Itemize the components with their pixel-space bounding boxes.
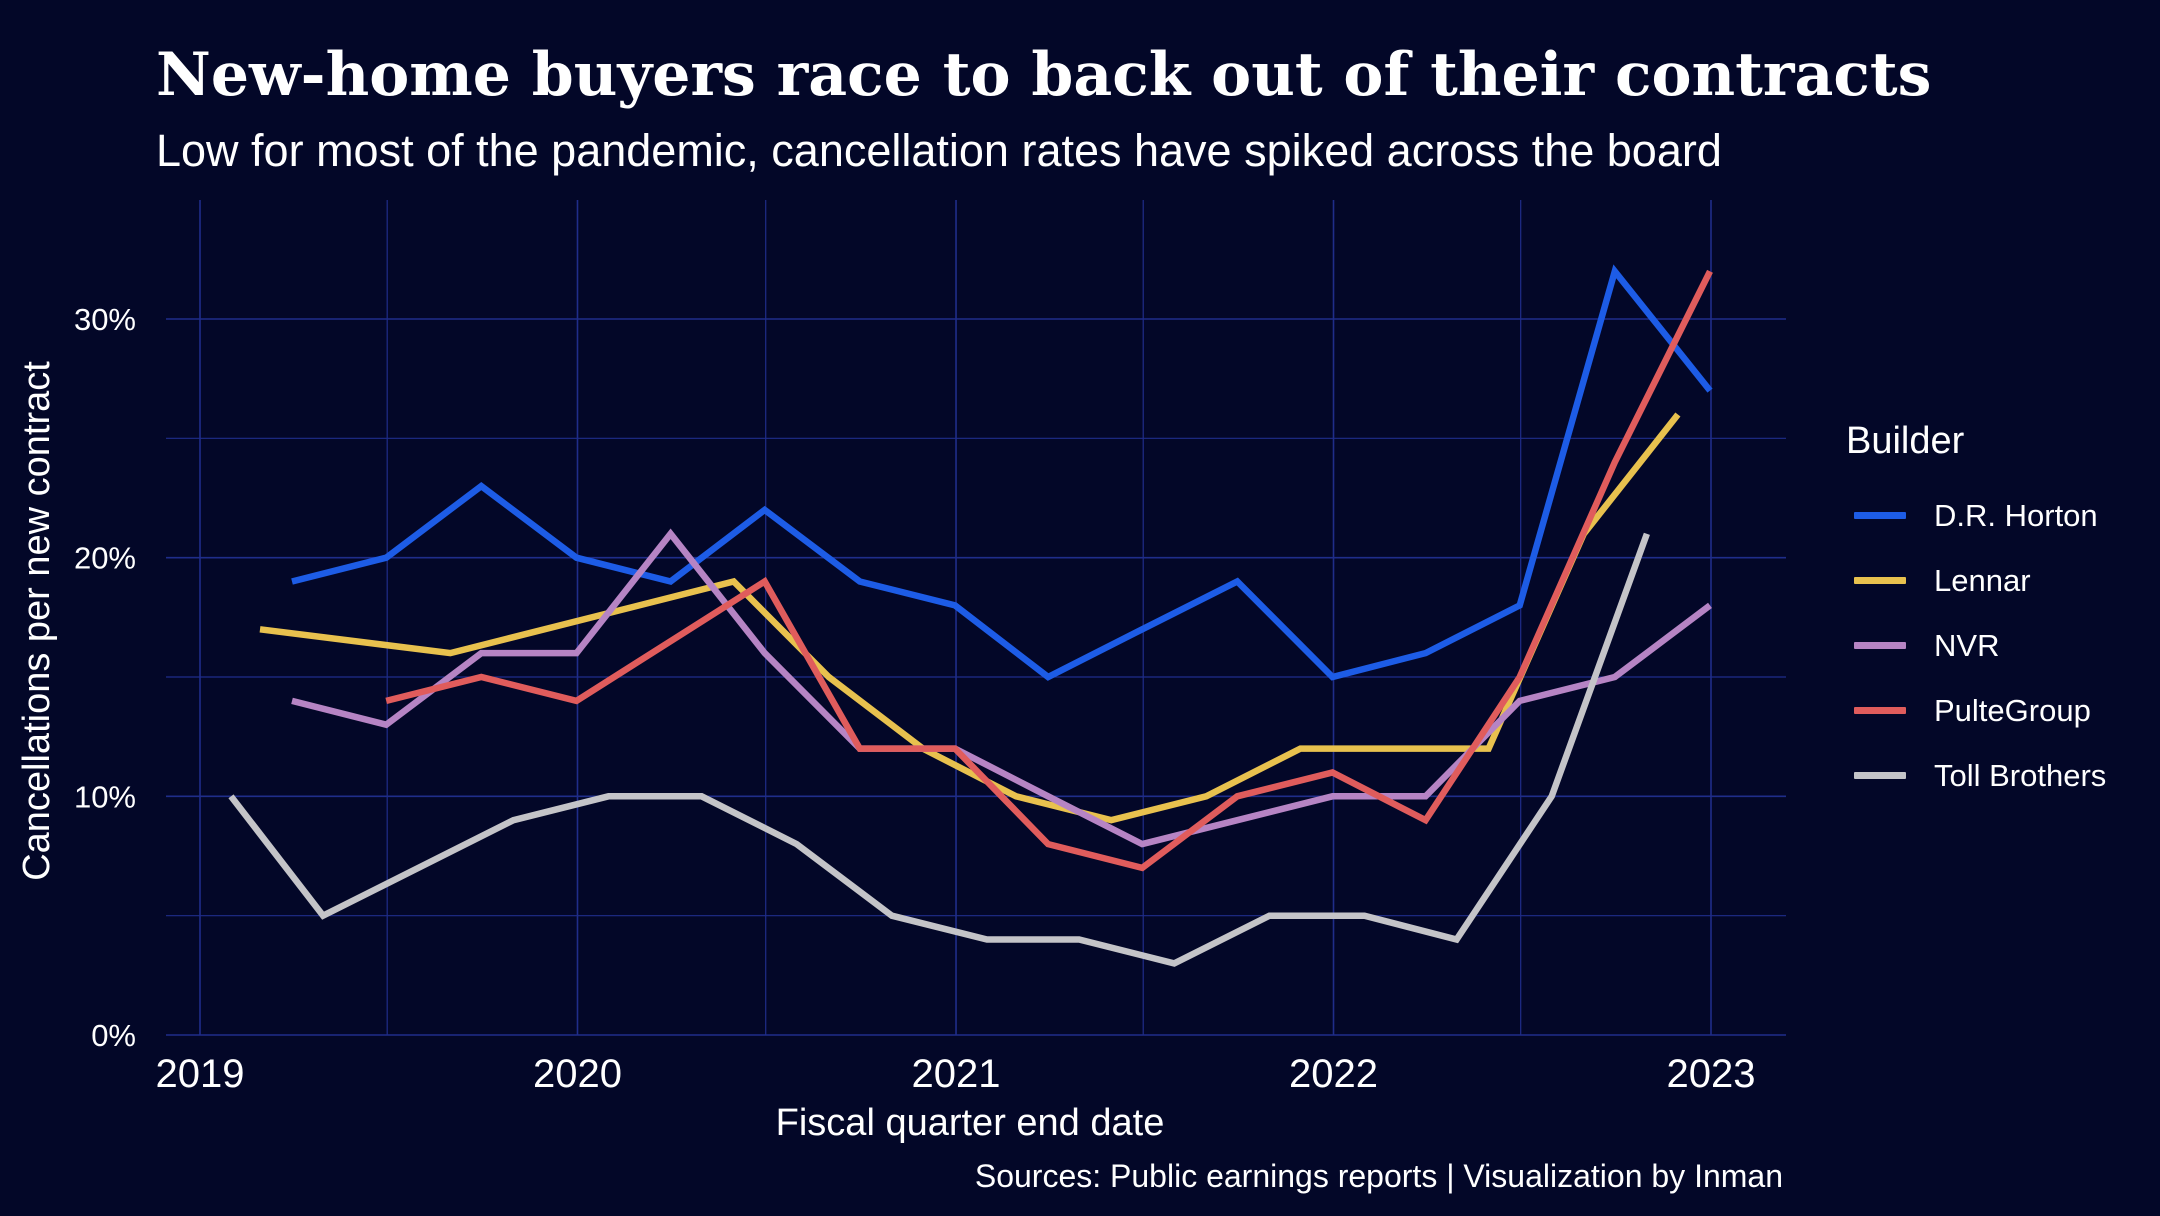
x-axis-ticks: 2019 2020 2021 2022 2023 [156,1052,1756,1096]
chart-title: New-home buyers race to back out of thei… [156,40,1932,110]
y-tick-label: 30% [74,302,136,337]
y-tick-label: 10% [74,779,136,814]
series-line-d-r-horton [291,264,1713,681]
legend-title: Builder [1846,420,1965,462]
legend-item: Lennar [1846,548,2106,613]
x-tick-label: 2020 [533,1052,622,1096]
chart-series-lines [228,264,1713,967]
legend-swatch [1854,512,1906,519]
legend-item: Toll Brothers [1846,743,2106,808]
x-axis-title: Fiscal quarter end date [776,1102,1165,1144]
legend-swatch [1854,707,1906,714]
legend-label: NVR [1934,627,2000,663]
legend-label: Toll Brothers [1934,757,2107,793]
legend-items: D.R. Horton Lennar NVR PulteGroup Toll Broth… [1846,483,2106,808]
y-tick-label: 0% [91,1018,136,1053]
series-line-pultegroup [385,269,1713,872]
legend-item: PulteGroup [1846,678,2106,743]
x-tick-label: 2022 [1289,1052,1378,1096]
legend-label: Lennar [1934,562,2031,598]
legend-label: D.R. Horton [1934,497,2098,533]
x-tick-label: 2023 [1667,1052,1756,1096]
chart-subtitle: Low for most of the pandemic, cancellati… [156,125,1722,176]
y-axis-title: Cancellations per new contract [16,361,58,881]
legend-swatch [1854,772,1906,779]
y-tick-label: 20% [74,541,136,576]
legend-swatch [1854,577,1906,584]
legend-item: NVR [1846,613,2106,678]
chart-legend: Builder D.R. Horton Lennar NVR PulteGroup To… [1846,420,2106,808]
legend-label: PulteGroup [1934,692,2091,728]
x-tick-label: 2019 [156,1052,245,1096]
x-tick-label: 2021 [912,1052,1001,1096]
y-axis-ticks: 0% 10% 20% 30% [74,302,136,1053]
series-line-toll-brothers [228,532,1650,967]
legend-item: D.R. Horton [1846,483,2106,548]
legend-swatch [1854,642,1906,649]
chart-caption: Sources: Public earnings reports | Visua… [974,1158,1783,1194]
